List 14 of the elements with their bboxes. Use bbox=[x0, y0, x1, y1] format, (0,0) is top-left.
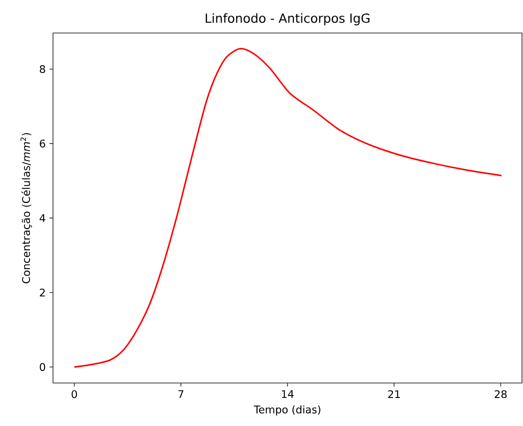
line-series bbox=[74, 48, 502, 368]
y-tick-label: 4 bbox=[40, 214, 46, 222]
x-axis-title: Tempo (dias) bbox=[254, 405, 320, 416]
y-tick-label: 8 bbox=[40, 65, 46, 74]
x-tick-label: 28 bbox=[494, 390, 507, 398]
x-tick-label: 0 bbox=[72, 390, 77, 398]
x-tick-label: 14 bbox=[282, 390, 294, 398]
x-tick-label: 7 bbox=[178, 390, 184, 398]
x-tick-label: 21 bbox=[388, 390, 400, 398]
chart-title: Linfonodo - Anticorpos IgG bbox=[206, 13, 370, 26]
y-axis-title: Concentração (Células/mm$^{2}$) bbox=[20, 133, 32, 284]
y-tick-label: 0 bbox=[40, 363, 46, 371]
y-tick-label: 2 bbox=[40, 288, 45, 296]
y-tick-label: 6 bbox=[40, 140, 46, 148]
